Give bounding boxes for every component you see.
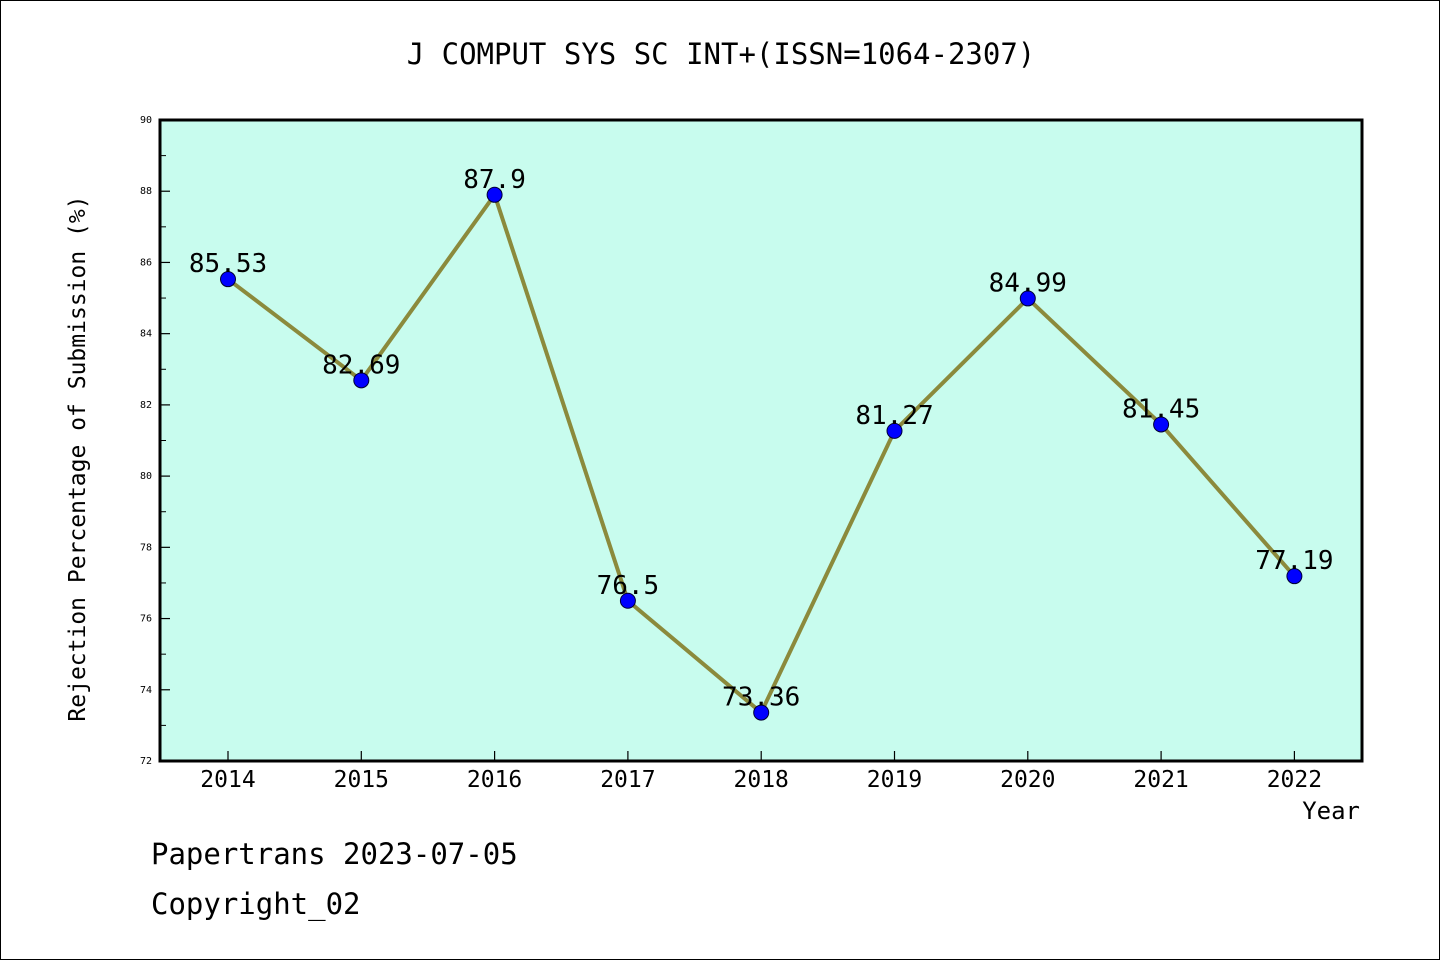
- data-labels: 85.53 82.69 87.9 76.5 73.36 81.27 84.99 81.45 77…: [189, 165, 1334, 713]
- data-point-marker: [353, 372, 370, 389]
- data-point-marker: [753, 704, 770, 721]
- chart-title: J COMPUT SYS SC INT+(ISSN=1064-2307): [406, 37, 1036, 71]
- data-label: 77.19: [1255, 546, 1333, 576]
- plot-border: [158, 118, 1364, 763]
- data-point-marker: [1019, 290, 1036, 307]
- data-label: 87.9: [463, 165, 526, 195]
- data-label: 81.45: [1122, 394, 1200, 424]
- y-tick-label: 78: [140, 542, 152, 553]
- y-tick-label: 90: [140, 115, 152, 126]
- x-tick-label: 2017: [600, 767, 655, 793]
- data-point-marker: [1286, 568, 1303, 585]
- data-point-marker: [486, 186, 503, 203]
- y-axis-label: Rejection Percentage of Submission (%): [65, 195, 91, 721]
- x-tick-label: 2020: [1000, 767, 1055, 793]
- x-tick-label: 2016: [467, 767, 522, 793]
- y-tick-label: 76: [140, 614, 152, 625]
- data-label: 73.36: [722, 683, 800, 713]
- data-point-marker: [619, 592, 636, 609]
- y-tick-label: 74: [140, 685, 152, 696]
- data-point-marker: [886, 422, 903, 439]
- data-label: 84.99: [989, 268, 1067, 298]
- series-layer: [220, 186, 1303, 721]
- y-tick-label: 88: [140, 186, 152, 197]
- x-tick-label: 2021: [1133, 767, 1188, 793]
- axis-ticks: 72 74 76 78 80 82 84 86 88 90 2014 2015 2016 2017 2018…: [140, 115, 1322, 793]
- footer-copyright: Copyright_02: [151, 887, 361, 921]
- plot-area: [160, 120, 1362, 761]
- x-axis-label: Year: [1302, 797, 1360, 825]
- y-tick-label: 80: [140, 471, 152, 482]
- x-tick-label: 2022: [1267, 767, 1322, 793]
- data-label: 76.5: [597, 571, 660, 601]
- x-tick-label: 2018: [734, 767, 789, 793]
- data-label: 82.69: [322, 350, 400, 380]
- x-tick-label: 2019: [867, 767, 922, 793]
- data-label: 81.27: [855, 401, 933, 431]
- data-label: 85.53: [189, 249, 267, 279]
- data-point-marker: [220, 271, 236, 288]
- x-tick-label: 2014: [200, 767, 255, 793]
- y-tick-label: 86: [140, 257, 152, 268]
- footer-papertrans: Papertrans 2023-07-05: [151, 837, 518, 871]
- y-tick-label: 84: [140, 329, 152, 340]
- y-tick-label: 72: [140, 756, 152, 767]
- data-point-marker: [1153, 416, 1170, 433]
- y-tick-label: 82: [140, 400, 152, 411]
- x-tick-label: 2015: [334, 767, 389, 793]
